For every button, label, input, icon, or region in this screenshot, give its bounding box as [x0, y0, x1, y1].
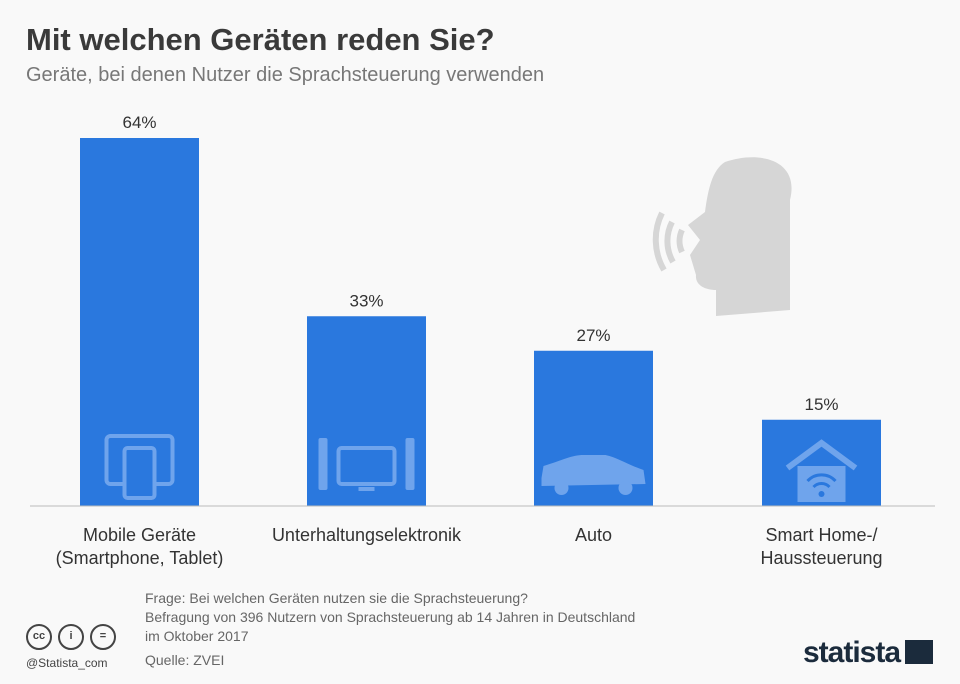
chart-subtitle: Geräte, bei denen Nutzer die Sprachsteue… — [26, 64, 545, 86]
statista-logo-text: statista — [803, 636, 901, 669]
category-label: Mobile Geräte (Smartphone, Tablet) — [55, 525, 224, 568]
footer-question: Frage: Bei welchen Geräten nutzen sie di… — [145, 590, 528, 606]
data-label: 15% — [804, 395, 838, 414]
footer-survey-2: im Oktober 2017 — [145, 628, 249, 644]
footer-survey-1: Befragung von 396 Nutzern von Sprachsteu… — [145, 609, 636, 625]
cc-icon: cc — [26, 624, 52, 650]
chart-title: Mit welchen Geräten reden Sie? — [26, 22, 495, 57]
statista-logo-icon — [905, 640, 934, 664]
category-label: Auto — [574, 525, 613, 545]
statista-logo[interactable]: statista — [803, 636, 934, 670]
statista-handle: @Statista_com — [26, 656, 108, 670]
speaking-head-icon — [652, 157, 792, 316]
bar-0 — [80, 138, 199, 506]
tv-speakers-icon — [318, 438, 415, 491]
data-label: 27% — [576, 326, 610, 345]
no-derivatives-icon: = — [90, 624, 116, 650]
tablet-smartphone-icon — [104, 434, 175, 500]
data-label: 33% — [349, 291, 383, 310]
car-icon — [541, 455, 646, 495]
smart-home-wifi-icon — [785, 439, 858, 502]
category-label: Smart Home-/Haussteuerung — [760, 525, 883, 568]
category-label: Unterhaltungselektronik — [271, 525, 462, 545]
data-label: 64% — [122, 113, 156, 132]
footer-source: Quelle: ZVEI — [145, 652, 225, 668]
attribution-icon: i — [58, 624, 84, 650]
